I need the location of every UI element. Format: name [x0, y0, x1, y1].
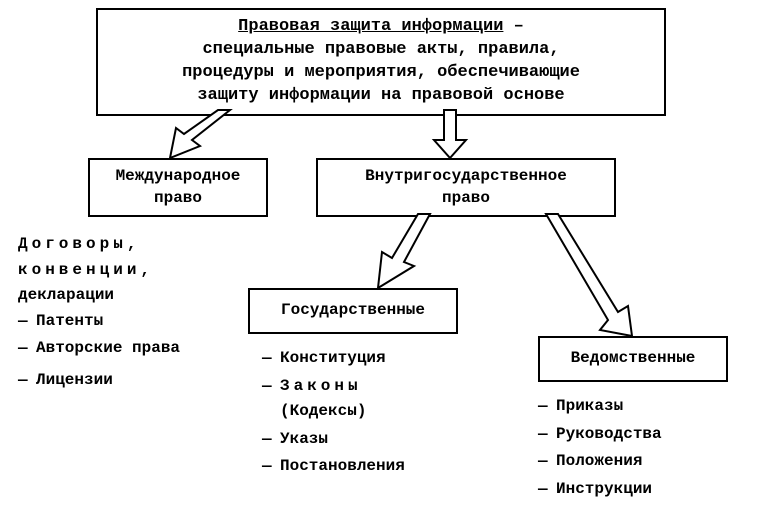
root-box: Правовая защита информации – специальные… [96, 8, 666, 116]
list-item: —Инструкции [538, 477, 758, 503]
intl-line2: право [154, 189, 202, 207]
dash-icon: — [262, 454, 280, 480]
list-item: —Патенты [18, 309, 248, 335]
dash-icon: — [538, 422, 556, 448]
dept-label: Ведомственные [571, 349, 696, 367]
dept-i1: Приказы [556, 394, 623, 420]
arrow-domestic-dept [546, 214, 632, 336]
domestic-line1: Внутригосударственное [365, 167, 567, 185]
state-list: —Конституция —Законы(Кодексы) —Указы —По… [262, 346, 482, 482]
dept-i2: Руководства [556, 422, 662, 448]
arrow-domestic-state [378, 214, 430, 288]
root-line4: защиту информации на правовой основе [197, 86, 564, 105]
domestic-line2: право [442, 189, 490, 207]
root-line3: процедуры и мероприятия, обеспечивающие [182, 63, 580, 82]
dash-icon: — [18, 336, 36, 362]
list-item: —Указы [262, 427, 482, 453]
list-item: —Приказы [538, 394, 758, 420]
dash-icon: — [18, 309, 36, 335]
intl-head2: конвенции, [18, 258, 248, 284]
dash-icon: — [262, 346, 280, 372]
state-label: Государственные [281, 301, 425, 319]
dept-box: Ведомственные [538, 336, 728, 382]
state-i3: Указы [280, 427, 328, 453]
dash-icon: — [262, 374, 280, 400]
state-i2a: Законы [280, 377, 362, 395]
list-item: —Законы (Кодексы) [262, 374, 482, 425]
intl-head1: Договоры, [18, 232, 248, 258]
list-item: —Руководства [538, 422, 758, 448]
dash-icon: — [538, 394, 556, 420]
intl-i3: Лицензии [36, 368, 113, 394]
list-item: —Авторские права [18, 336, 248, 362]
arrow-root-intl [170, 110, 230, 158]
dash-icon: — [18, 368, 36, 394]
dept-i4: Инструкции [556, 477, 652, 503]
intl-list: Договоры, конвенции, декларации —Патенты… [18, 232, 248, 396]
state-i4: Постановления [280, 454, 405, 480]
domestic-box: Внутригосударственное право [316, 158, 616, 217]
dash-icon: — [538, 477, 556, 503]
intl-box: Международное право [88, 158, 268, 217]
list-item: —Конституция [262, 346, 482, 372]
intl-i2: Авторские права [36, 336, 180, 362]
state-i1: Конституция [280, 346, 386, 372]
state-i2b: (Кодексы) [280, 402, 366, 420]
intl-head3: декларации [18, 283, 248, 309]
root-sep: – [503, 17, 523, 36]
list-item: —Постановления [262, 454, 482, 480]
dept-list: —Приказы —Руководства —Положения —Инстру… [538, 394, 758, 504]
root-title: Правовая защита информации [238, 17, 503, 36]
root-line2: специальные правовые акты, правила, [202, 40, 559, 59]
list-item: —Лицензии [18, 368, 248, 394]
intl-line1: Международное [116, 167, 241, 185]
arrow-root-domestic [434, 110, 466, 158]
dash-icon: — [262, 427, 280, 453]
intl-i1: Патенты [36, 309, 103, 335]
dash-icon: — [538, 449, 556, 475]
list-item: —Положения [538, 449, 758, 475]
state-box: Государственные [248, 288, 458, 334]
dept-i3: Положения [556, 449, 642, 475]
